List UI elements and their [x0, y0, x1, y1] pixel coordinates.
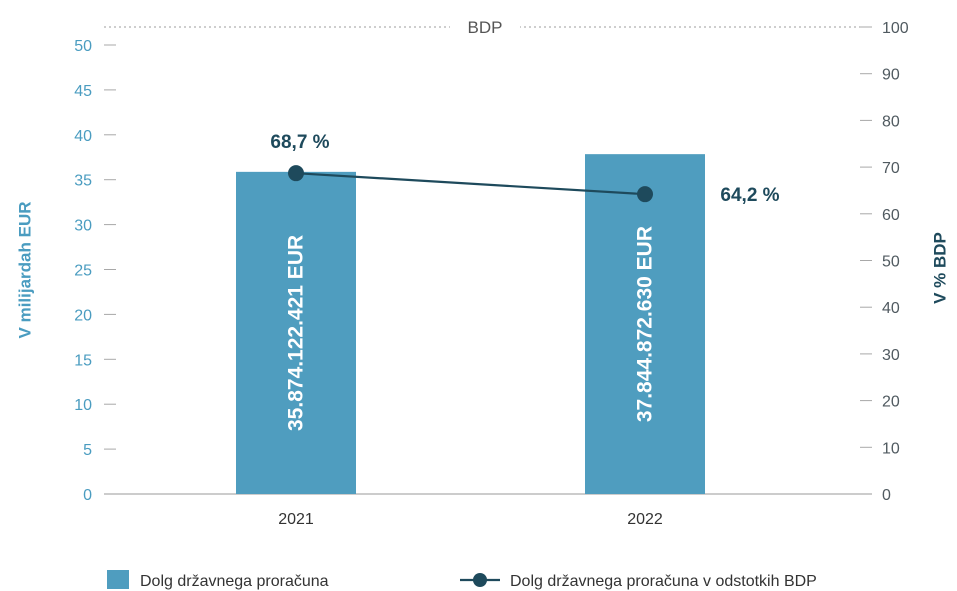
right-axis: 0 10 20 30 40 50 60 70 80 90 100: [860, 20, 909, 504]
y-axis-title-right: V % BDP: [931, 232, 950, 304]
legend-label-line: Dolg državnega proračuna v odstotkih BDP: [510, 573, 817, 590]
line-point-label: 64,2 %: [720, 185, 779, 206]
right-tick-label: 0: [882, 487, 891, 504]
right-tick-label: 90: [882, 67, 900, 84]
left-tick-label: 15: [74, 352, 92, 369]
legend-label-bar: Dolg državnega proračuna: [140, 573, 329, 590]
line-point: [288, 165, 304, 182]
x-tick-label: 2022: [627, 511, 663, 528]
right-tick-label: 50: [882, 254, 900, 271]
right-tick-label: 80: [882, 113, 900, 130]
left-tick-label: 5: [83, 442, 92, 459]
right-tick-label: 100: [882, 20, 909, 37]
reference-label: BDP: [468, 18, 503, 37]
right-tick-label: 20: [882, 394, 900, 411]
right-tick-label: 60: [882, 207, 900, 224]
left-tick-label: 10: [74, 397, 92, 414]
y-axis-title-left: V milijardah EUR: [16, 202, 35, 339]
right-tick-label: 30: [882, 347, 900, 364]
right-tick-label: 40: [882, 300, 900, 317]
reference-label-background: [450, 15, 520, 39]
line-point-label: 68,7 %: [270, 132, 329, 153]
bar-value-label: 37.844.872.630 EUR: [634, 226, 657, 422]
line-point: [637, 186, 653, 203]
right-tick-label: 10: [882, 440, 900, 457]
legend-swatch-bar: [107, 570, 129, 589]
line-series: 68,7 % 64,2 %: [270, 132, 779, 206]
left-tick-label: 20: [74, 307, 92, 324]
left-tick-label: 30: [74, 218, 92, 235]
bar: [585, 154, 705, 494]
series-line: [295, 172, 646, 196]
left-tick-label: 25: [74, 263, 92, 280]
x-tick-label: 2021: [278, 511, 314, 528]
left-tick-label: 45: [74, 83, 92, 100]
left-tick-label: 0: [83, 487, 92, 504]
left-tick-label: 50: [74, 38, 92, 55]
legend-swatch-marker: [473, 573, 487, 587]
reference-line-group: BDP: [104, 15, 860, 39]
legend: Dolg državnega proračuna Dolg državnega …: [107, 570, 817, 590]
right-tick-label: 70: [882, 160, 900, 177]
left-tick-label: 40: [74, 128, 92, 145]
bar-value-label: 35.874.122.421 EUR: [285, 235, 308, 431]
x-axis: 2021 2022: [278, 511, 663, 528]
left-axis: 0 5 10 15 20 25 30 35 40 45 50: [74, 38, 116, 504]
bar: [236, 171, 356, 494]
left-tick-label: 35: [74, 173, 92, 190]
bar-series: 35.874.122.421 EUR 37.844.872.630 EUR: [236, 154, 705, 494]
